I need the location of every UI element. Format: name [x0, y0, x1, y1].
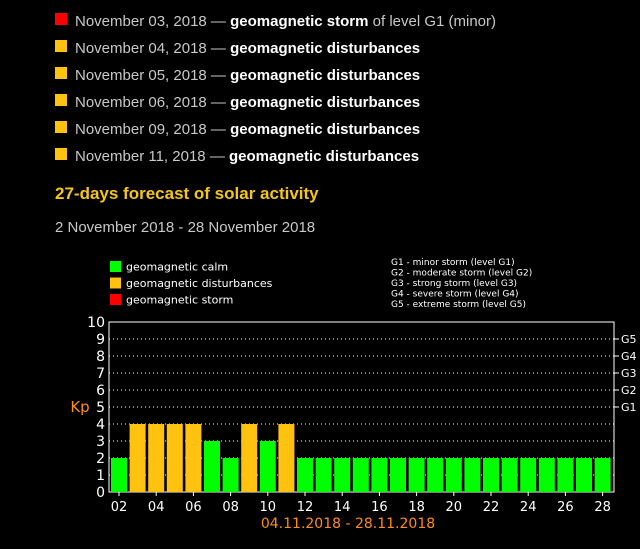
bar	[148, 424, 165, 492]
bar	[483, 458, 499, 492]
g-scale-entry: G2 - moderate storm (level G2)	[391, 269, 532, 279]
x-tick-label: 24	[520, 500, 537, 515]
bar	[445, 458, 462, 492]
level-square-icon	[55, 121, 67, 133]
x-tick-label: 28	[594, 500, 611, 515]
bar	[371, 458, 388, 492]
legend-swatch	[110, 261, 121, 272]
bar	[408, 458, 425, 492]
level-square-icon	[55, 67, 67, 79]
y-tick-label: 5	[96, 400, 105, 416]
y-axis-label: Kp	[70, 398, 89, 416]
x-tick-label: 16	[371, 500, 388, 515]
y-tick-label: 10	[87, 315, 105, 331]
g-scale-entry: G4 - severe storm (level G4)	[391, 290, 519, 300]
level-square-icon	[55, 148, 67, 160]
bar	[390, 458, 406, 492]
event-suffix: of level G1 (minor)	[368, 13, 497, 30]
legend-label: geomagnetic storm	[126, 294, 233, 307]
x-tick-label: 22	[483, 500, 500, 515]
x-tick-label: 10	[260, 500, 277, 515]
right-tick-label: G4	[621, 350, 637, 363]
right-tick-label: G2	[621, 384, 637, 397]
event-separator: —	[210, 40, 226, 57]
y-tick-label: 7	[96, 366, 105, 382]
bar	[464, 458, 481, 492]
event-separator: —	[210, 67, 226, 84]
x-tick-label: 26	[557, 500, 574, 515]
g-scale-entry: G5 - extreme storm (level G5)	[391, 300, 526, 310]
event-label: geomagnetic disturbances	[228, 148, 420, 165]
bar	[427, 458, 444, 492]
y-tick-label: 9	[96, 332, 105, 348]
y-tick-label: 8	[96, 349, 105, 365]
event-date: November 06, 2018	[75, 94, 207, 111]
bar	[204, 441, 220, 492]
bar	[111, 458, 127, 492]
legend-swatch	[110, 294, 121, 305]
y-tick-label: 1	[96, 468, 105, 484]
g-scale-entry: G3 - strong storm (level G3)	[391, 279, 517, 289]
x-tick-label: 06	[185, 500, 202, 515]
bar	[538, 458, 555, 492]
y-tick-label: 0	[96, 485, 105, 501]
level-square-icon	[55, 40, 67, 52]
event-label: geomagnetic disturbances	[230, 67, 421, 84]
event-label: geomagnetic disturbances	[230, 40, 421, 57]
event-separator: —	[210, 13, 226, 30]
event-label: geomagnetic storm	[230, 13, 369, 30]
bar	[129, 424, 146, 492]
bar	[297, 458, 313, 492]
event-date: November 04, 2018	[75, 40, 207, 57]
bar	[334, 458, 351, 492]
x-axis-label: 04.11.2018 - 28.11.2018	[261, 516, 435, 532]
y-tick-label: 3	[96, 434, 105, 450]
legend-swatch	[110, 277, 121, 289]
bar	[259, 441, 276, 492]
level-square-icon	[55, 94, 67, 106]
x-tick-label: 18	[408, 500, 425, 515]
event-date: November 03, 2018	[75, 13, 207, 30]
right-tick-label: G3	[621, 367, 637, 380]
bar	[557, 458, 574, 492]
bar	[241, 424, 258, 492]
event-separator: —	[210, 121, 226, 138]
event-label: geomagnetic disturbances	[230, 121, 421, 138]
legend-label: geomagnetic calm	[126, 261, 228, 274]
event-label: geomagnetic disturbances	[230, 94, 421, 111]
bar	[501, 458, 518, 492]
x-tick-label: 02	[111, 500, 128, 515]
x-tick-label: 14	[334, 500, 351, 515]
bar	[352, 458, 369, 492]
y-tick-label: 4	[96, 417, 105, 433]
bar	[185, 424, 202, 492]
bar	[166, 424, 183, 492]
event-date: November 09, 2018	[75, 121, 207, 138]
right-tick-label: G5	[621, 333, 637, 346]
bar	[520, 458, 537, 492]
forecast-title: 27-days forecast of solar activity	[55, 184, 319, 203]
event-separator: —	[209, 148, 225, 165]
event-date: November 11, 2018	[75, 148, 206, 165]
kp-forecast-chart: geomagnetic calm geomagnetic disturbances…	[70, 258, 637, 532]
x-tick-label: 08	[222, 500, 239, 515]
forecast-range: 2 November 2018 - 28 November 2018	[55, 219, 316, 236]
y-tick-label: 2	[96, 451, 105, 467]
event-date: November 05, 2018	[75, 67, 207, 84]
y-tick-label: 6	[96, 383, 105, 399]
x-tick-label: 20	[446, 500, 463, 515]
bar	[278, 424, 295, 492]
g-scale-entry: G1 - minor storm (level G1)	[391, 258, 515, 268]
bar	[222, 458, 239, 492]
event-separator: —	[210, 94, 226, 111]
bar	[594, 458, 611, 492]
level-square-icon	[55, 13, 67, 25]
bar	[315, 458, 332, 492]
right-tick-label: G1	[621, 401, 637, 414]
x-tick-label: 12	[297, 500, 314, 515]
legend-label: geomagnetic disturbances	[126, 277, 273, 290]
x-tick-label: 04	[148, 500, 165, 515]
bar	[576, 458, 592, 492]
